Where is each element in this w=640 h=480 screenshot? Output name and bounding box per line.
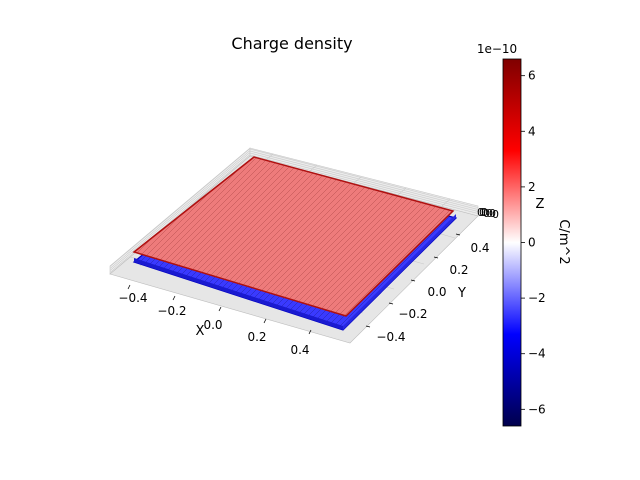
colorbar-tick-label: 6 bbox=[528, 69, 536, 83]
svg-text:0: 0 bbox=[477, 206, 484, 219]
positive-plate-mesh bbox=[134, 157, 453, 316]
y-tick-label: 0.4 bbox=[470, 241, 489, 255]
chart-title: Charge density bbox=[231, 34, 352, 53]
svg-text:0: 0 bbox=[481, 206, 488, 219]
svg-text:0: 0 bbox=[489, 207, 496, 220]
y-tick-label: −0.4 bbox=[376, 330, 405, 344]
x-tick-label: 0.0 bbox=[203, 318, 222, 332]
y-tick-label: 0.2 bbox=[449, 263, 468, 277]
negative-plate-edge-right bbox=[343, 214, 456, 330]
y-tick-label: 0.0 bbox=[427, 285, 446, 299]
colorbar-tick-label: −4 bbox=[528, 347, 546, 361]
x-axis-label: X bbox=[196, 324, 205, 339]
svg-text:0: 0 bbox=[486, 207, 493, 220]
x-tick-label: −0.2 bbox=[157, 304, 186, 318]
colorbar-gradient bbox=[502, 58, 522, 427]
svg-text:0: 0 bbox=[479, 206, 486, 219]
colorbar-tick-label: −6 bbox=[528, 402, 546, 416]
y-tick-label: −0.2 bbox=[398, 307, 427, 321]
axes-3d bbox=[109, 147, 479, 344]
colorbar-tick-label: 0 bbox=[528, 236, 536, 250]
x-tick-label: 0.4 bbox=[290, 343, 309, 357]
colorbar: 1e−10 C/m^2 −6 −4 −2 0 2 4 6 bbox=[477, 42, 571, 427]
colorbar-tick-label: 2 bbox=[528, 180, 536, 194]
colorbar-multiplier: 1e−10 bbox=[477, 42, 517, 56]
colorbar-ticks: −6 −4 −2 0 2 4 6 bbox=[521, 69, 546, 416]
y-axis-label: Y bbox=[457, 286, 466, 301]
x-tick-label: 0.2 bbox=[247, 330, 266, 344]
svg-text:0: 0 bbox=[483, 207, 490, 220]
x-axis-ticks bbox=[127, 284, 312, 335]
x-tick-label: −0.4 bbox=[118, 291, 147, 305]
colorbar-label: C/m^2 bbox=[556, 219, 571, 264]
z-tick-cluster: 0 0 0 0 0 0 0 bbox=[477, 206, 499, 221]
colorbar-tick-label: −2 bbox=[528, 291, 546, 305]
negative-plate-edge bbox=[134, 258, 343, 330]
svg-text:0: 0 bbox=[492, 208, 499, 221]
colorbar-tick-label: 4 bbox=[528, 124, 536, 138]
z-axis-label: Z bbox=[536, 197, 545, 212]
y-axis-ticks bbox=[365, 233, 461, 328]
